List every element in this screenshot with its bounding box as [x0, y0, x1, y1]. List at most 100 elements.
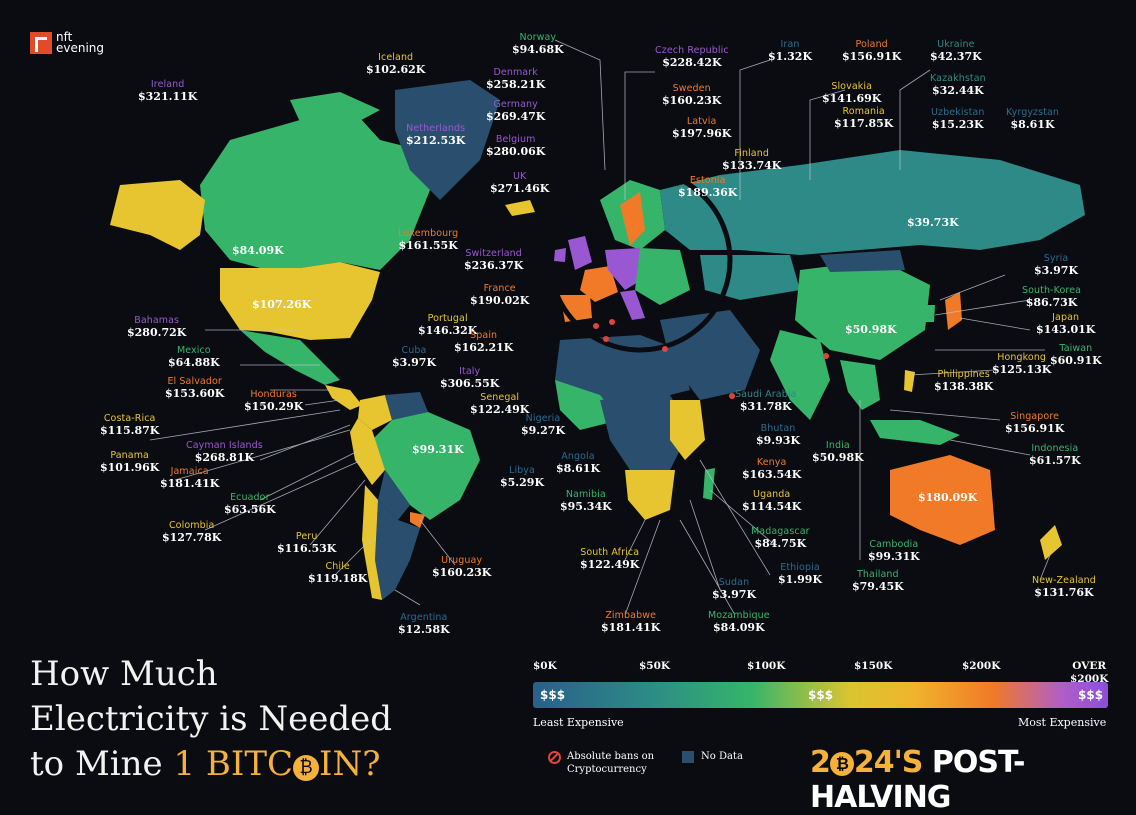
brand-logo-text: nft evening	[56, 31, 104, 54]
country-label: El Salvador $153.60K	[165, 376, 225, 401]
country-label: Czech Republic $228.42K	[655, 45, 729, 70]
country-label: UK $271.46K	[490, 171, 549, 196]
country-name: South Africa	[580, 547, 640, 558]
country-value: $94.68K	[512, 42, 564, 56]
country-name: Mozambique	[708, 610, 770, 621]
country-value: $161.55K	[398, 238, 458, 252]
halving-year: 24'S	[853, 745, 924, 780]
land-argentina	[375, 500, 420, 600]
country-label: Saudi Arabia $31.78K	[735, 389, 797, 414]
country-label: Estonia $189.36K	[678, 175, 737, 200]
country-name: Saudi Arabia	[735, 389, 797, 400]
country-label: Brazil $99.31K	[412, 432, 464, 457]
country-label: Ukraine $42.37K	[930, 39, 982, 64]
country-name: Netherlands	[406, 123, 466, 134]
country-value: $141.69K	[822, 91, 882, 105]
country-name: Russia	[917, 205, 949, 216]
land-kazakhstan	[700, 255, 800, 300]
country-label: Hongkong $125.13K	[992, 352, 1051, 377]
country-label: Peru $116.53K	[277, 531, 336, 556]
country-name: Ecuador	[230, 492, 270, 503]
country-label: Kenya $163.54K	[742, 457, 801, 482]
country-name: Mexico	[176, 345, 211, 356]
country-value: $181.41K	[601, 620, 661, 634]
country-value: $84.75K	[754, 536, 807, 550]
country-value: $107.26K	[252, 297, 312, 311]
country-name: Romania	[842, 106, 885, 117]
country-value: $119.18K	[308, 571, 368, 585]
land-bolivia	[378, 470, 410, 520]
country-label: Slovakia $141.69K	[822, 81, 882, 106]
country-label: Germany $269.47K	[486, 99, 545, 124]
country-value: $50.98K	[845, 322, 897, 336]
country-name: Poland	[855, 39, 888, 50]
country-name: Uruguay	[441, 555, 483, 566]
country-value: $133.74K	[722, 158, 782, 172]
country-value: $8.61K	[556, 461, 601, 475]
country-label: Kazakhstan $32.44K	[930, 73, 986, 98]
country-label: Nigeria $9.27K	[521, 413, 565, 438]
country-value: $236.37K	[464, 258, 524, 272]
country-name: Panama	[110, 450, 149, 461]
land-madagascar	[703, 468, 715, 500]
country-name: Bhutan	[760, 423, 796, 434]
country-name: Ireland	[150, 79, 185, 90]
country-label: Colombia $127.78K	[162, 520, 221, 545]
country-value: $31.78K	[739, 399, 792, 413]
country-name: Honduras	[250, 389, 297, 400]
country-label: Luxembourg $161.55K	[398, 228, 458, 253]
country-label: Iran $1.32K	[768, 39, 812, 64]
legend-ban-line-2: Cryptocurrency	[567, 764, 647, 775]
land-russia	[660, 150, 1085, 255]
country-label: Thailand $79.45K	[852, 569, 904, 594]
country-name: Japan	[1052, 312, 1080, 323]
country-name: Madagascar	[751, 526, 810, 537]
country-value: $306.55K	[440, 376, 500, 390]
country-value: $15.23K	[931, 117, 984, 131]
country-label: Honduras $150.29K	[244, 389, 303, 414]
country-value: $114.54K	[742, 499, 802, 513]
country-name: Indonesia	[1031, 443, 1079, 454]
land-colombia	[358, 395, 392, 430]
brand-logo-mark	[30, 32, 52, 54]
country-name: Peru	[295, 531, 318, 542]
country-label: Portugal $146.32K	[418, 313, 477, 338]
land-indonesia	[870, 420, 960, 445]
country-name: Syria	[1043, 253, 1069, 264]
land-uruguay	[410, 512, 425, 528]
land-iceland	[505, 200, 535, 216]
country-name: Zimbabwe	[605, 610, 657, 621]
land-uk	[568, 236, 592, 270]
land-brazil	[372, 412, 480, 520]
country-value: $153.60K	[165, 386, 225, 400]
land-peru	[350, 418, 385, 485]
country-label: Norway $94.68K	[512, 32, 564, 57]
country-value: $101.96K	[100, 460, 160, 474]
country-name: Slovakia	[831, 81, 873, 92]
country-value: $138.38K	[934, 379, 994, 393]
country-value: $160.23K	[662, 93, 722, 107]
halving-coin-icon: ₿	[829, 752, 854, 776]
country-label: Switzerland $236.37K	[464, 248, 524, 273]
title-line-1: How Much	[30, 654, 218, 694]
land-japan	[945, 292, 962, 330]
cost-color-scale	[533, 682, 1108, 708]
land-east-africa	[670, 400, 705, 460]
country-name: Australia	[926, 480, 970, 491]
land-mexico	[240, 330, 340, 385]
country-name: Argentina	[400, 612, 448, 623]
country-label: Denmark $258.21K	[486, 67, 545, 92]
country-name: South-Korea	[1022, 285, 1082, 296]
country-label: Madagascar $84.75K	[751, 526, 810, 551]
country-value: $1.99K	[778, 572, 823, 586]
country-name: Nigeria	[525, 413, 561, 424]
country-name: Uganda	[753, 489, 791, 500]
europe-zoom-ring	[547, 167, 733, 353]
country-label: Philippines $138.38K	[934, 369, 994, 394]
country-value: $3.97K	[1034, 263, 1079, 277]
country-label: Canada $84.09K	[232, 233, 284, 258]
land-new-zealand	[1040, 525, 1062, 560]
country-name: Ethiopia	[780, 562, 820, 573]
country-name: Hongkong	[997, 352, 1047, 363]
